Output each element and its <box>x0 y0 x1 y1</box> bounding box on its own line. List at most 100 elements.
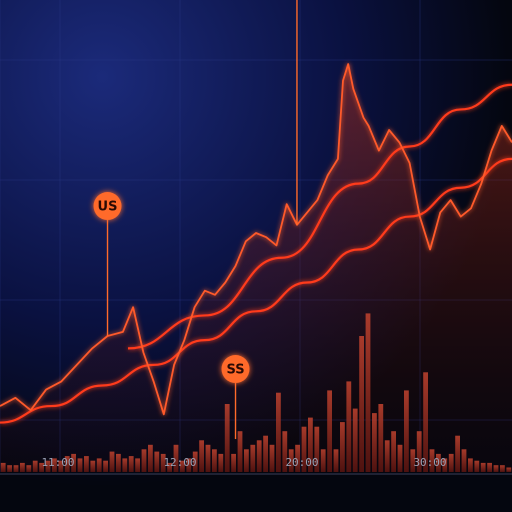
volume-bar <box>148 444 153 472</box>
volume-bar <box>500 465 505 472</box>
volume-bar <box>224 404 230 472</box>
fast-trend-line <box>127 83 512 350</box>
volume-bar <box>263 435 268 472</box>
volume-bar <box>0 462 6 472</box>
volume-bar <box>7 465 12 472</box>
markers: US AS SS <box>93 0 298 440</box>
volume-bar <box>212 449 217 472</box>
volume-bar <box>52 458 57 472</box>
volume-bar <box>58 460 64 472</box>
volume-bar <box>173 444 179 472</box>
marker-label: SS <box>226 363 244 378</box>
x-tick-label: 30:00 <box>413 456 446 469</box>
price-line <box>0 63 512 416</box>
volume-bar <box>404 390 409 472</box>
volume-bar <box>103 460 108 472</box>
volume-bar <box>365 313 371 472</box>
volume-bar <box>250 444 256 472</box>
volume-bar <box>493 465 499 472</box>
volume-bar <box>384 440 390 472</box>
volume-bar <box>340 422 345 472</box>
volume-bar <box>295 444 300 472</box>
volume-bar <box>308 417 313 472</box>
volume-bar <box>32 460 38 472</box>
volume-bar <box>442 458 448 472</box>
marker-label: US <box>98 200 118 215</box>
volume-bar <box>64 456 70 472</box>
volume-bar <box>84 456 89 472</box>
volume-bar <box>352 408 358 472</box>
volume-bar <box>333 449 339 472</box>
volume-bar <box>141 449 147 472</box>
volume-bar <box>397 444 403 472</box>
volume-bar <box>314 426 320 472</box>
volume-bar <box>90 460 96 472</box>
volume-bar <box>135 458 140 472</box>
marker-as: AS <box>296 0 298 225</box>
volume-bar <box>327 390 332 472</box>
volume-bar <box>26 465 32 472</box>
volume-bar <box>410 449 416 472</box>
volume-bar <box>154 451 160 472</box>
volume-bar <box>96 458 102 472</box>
volume-bar <box>455 435 460 472</box>
volume-bar <box>237 431 243 472</box>
volume-bar <box>160 453 166 472</box>
volume-bar <box>461 449 467 472</box>
volume-bar <box>288 449 294 472</box>
trend-line <box>0 157 512 424</box>
volume-bar <box>122 458 128 472</box>
volume-bar <box>276 392 281 472</box>
volume-bar <box>199 440 204 472</box>
volume-bar <box>480 462 486 472</box>
volume-bar <box>167 462 172 472</box>
marker-ss: SS <box>221 355 250 440</box>
volume-bar <box>346 381 352 472</box>
volume-bar <box>205 444 211 472</box>
volume-bar <box>256 440 262 472</box>
volume-bar <box>301 426 307 472</box>
volume-bar <box>468 458 473 472</box>
x-tick-label: 20:00 <box>285 456 318 469</box>
volume-bars <box>0 313 512 472</box>
volume-bar <box>506 467 512 472</box>
volume-bar <box>77 458 83 472</box>
volume-bar <box>359 336 364 472</box>
volume-bar <box>423 372 428 472</box>
volume-bar <box>180 460 185 472</box>
volume-bar <box>269 444 275 472</box>
marker-badge <box>221 355 250 384</box>
volume-bar <box>231 453 236 472</box>
x-tick-label: 11:00 <box>41 456 74 469</box>
volume-bar <box>416 431 422 472</box>
volume-bar <box>320 449 326 472</box>
x-tick-label: 12:00 <box>163 456 196 469</box>
volume-bar <box>39 462 44 472</box>
volume-bar <box>429 449 435 472</box>
volume-bar <box>244 449 249 472</box>
volume-bar <box>116 453 121 472</box>
volume-bar <box>71 453 76 472</box>
volume-bar <box>282 431 288 472</box>
volume-bar <box>45 460 51 472</box>
volume-bar <box>109 451 115 472</box>
volume-bar <box>192 451 198 472</box>
volume-bar <box>13 465 19 472</box>
marker-us: US <box>93 192 122 337</box>
marker-badge <box>93 192 122 221</box>
series-lines <box>0 63 512 424</box>
volume-bar <box>448 453 454 472</box>
volume-bar <box>372 413 377 472</box>
volume-bar <box>186 458 192 472</box>
volume-bar <box>474 460 480 472</box>
volume-bar <box>436 453 441 472</box>
volume-bar <box>487 462 492 472</box>
x-axis: 11:00 12:00 20:00 30:00 <box>0 456 512 475</box>
volume-bar <box>128 456 134 472</box>
volume-bar <box>20 462 25 472</box>
volume-bar <box>391 431 396 472</box>
volume-bar <box>218 453 224 472</box>
volume-bar <box>378 404 384 472</box>
